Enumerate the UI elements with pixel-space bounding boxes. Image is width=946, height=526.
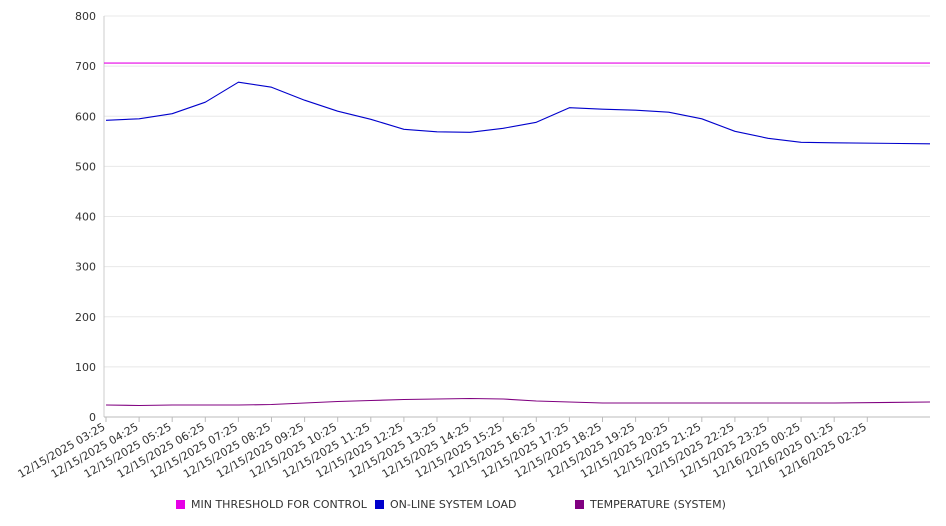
legend-item-temperature[interactable]: TEMPERATURE (SYSTEM)	[575, 498, 726, 511]
legend-swatch-threshold	[176, 500, 185, 509]
legend-label-threshold: MIN THRESHOLD FOR CONTROL	[191, 498, 367, 511]
y-tick-label: 500	[75, 160, 96, 173]
y-axis-ticks: 0 100 200 300 400 500 600 700 800	[75, 10, 96, 424]
y-tick-label: 300	[75, 261, 96, 274]
legend-label-load: ON-LINE SYSTEM LOAD	[390, 498, 517, 511]
legend: MIN THRESHOLD FOR CONTROL ON-LINE SYSTEM…	[0, 498, 946, 514]
legend-item-threshold[interactable]: MIN THRESHOLD FOR CONTROL	[176, 498, 367, 511]
y-tick-label: 600	[75, 110, 96, 123]
y-tick-label: 200	[75, 311, 96, 324]
legend-item-load[interactable]: ON-LINE SYSTEM LOAD	[375, 498, 516, 511]
series-line	[105, 81, 931, 145]
y-tick-label: 800	[75, 10, 96, 23]
line-chart: 0 100 200 300 400 500 600 700 800 12/15/2025 03:…	[16, 10, 931, 481]
axes	[103, 16, 930, 418]
grid-lines	[104, 15, 930, 368]
y-tick-label: 700	[75, 60, 96, 73]
legend-label-temperature: TEMPERATURE (SYSTEM)	[590, 498, 726, 511]
y-tick-label: 0	[89, 411, 96, 424]
series-lines	[104, 62, 931, 407]
legend-swatch-load	[375, 500, 384, 509]
series-line	[105, 397, 931, 407]
y-tick-label: 400	[75, 211, 96, 224]
y-tick-label: 100	[75, 361, 96, 374]
legend-swatch-temperature	[575, 500, 584, 509]
